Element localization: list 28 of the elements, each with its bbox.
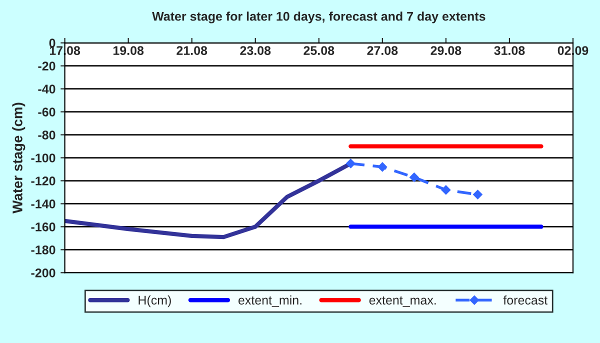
y-tick-label: -100 [31, 154, 56, 162]
x-tick-label: 29.08 [430, 46, 462, 55]
x-tick-label: 31.08 [494, 46, 525, 56]
legend-label: extent_min. [238, 295, 302, 307]
y-tick-label: -80 [38, 130, 56, 140]
y-tick-label: -140 [31, 200, 56, 208]
point [378, 162, 388, 172]
point [473, 190, 482, 200]
legend-label: extent_max. [369, 296, 436, 307]
y-tick-label: -200 [31, 268, 56, 278]
y-tick-label: -60 [38, 108, 56, 116]
point [346, 158, 356, 168]
chart-title: Water stage for later 10 days, forecast and 7 day extents [152, 12, 486, 24]
legend-label: forecast [503, 295, 548, 305]
y-axis-title: Water stage (cm) [12, 102, 26, 214]
x-tick-label: 27.08 [367, 46, 398, 55]
y-tick-label: -40 [38, 84, 56, 94]
point [410, 172, 419, 182]
x-tick-label: 23.08 [240, 46, 271, 56]
y-tick-label: -160 [31, 222, 56, 232]
y-tick-label: -20 [38, 62, 56, 71]
x-tick-label: 21.08 [176, 46, 208, 55]
legend-label: H(cm) [138, 295, 171, 308]
x-tick-label: 19.08 [113, 46, 144, 55]
y-tick-label: -180 [31, 246, 56, 254]
y-tick-label: -120 [31, 176, 56, 186]
x-tick-label: 25.08 [304, 46, 334, 55]
point [441, 185, 451, 195]
